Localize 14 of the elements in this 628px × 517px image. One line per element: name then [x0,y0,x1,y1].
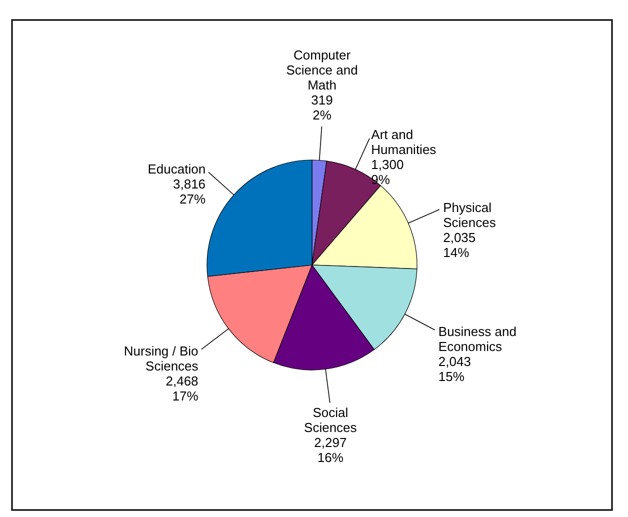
data-label: 2,297 16% [314,434,347,465]
data-label: 3,816 27% [173,176,206,207]
slice-label: Business and Economics [438,324,516,354]
data-label: 2,468 17% [166,374,199,404]
slice-label: Education [148,162,206,177]
data-label: 2,035 14% [443,230,476,260]
data-label: 319 2% [311,92,333,122]
slice-label: Nursing / Bio Sciences [124,344,199,374]
data-label: 2,043 15% [438,354,471,384]
slice-label: Physical Sciences [443,200,496,230]
slice-label: Social Sciences [304,404,358,435]
data-label: 1,300 9% [371,156,404,187]
slice-label: Computer Science and Math [286,47,358,92]
slice-label: Art and Humanities [371,126,437,157]
